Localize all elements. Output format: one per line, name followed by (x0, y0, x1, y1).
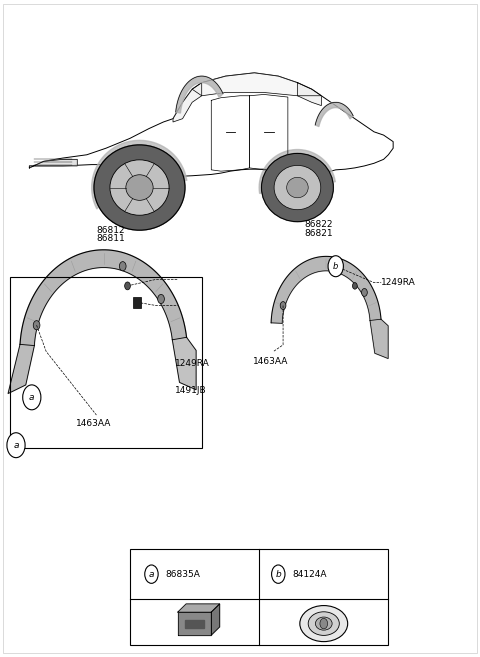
Polygon shape (92, 141, 187, 209)
Circle shape (23, 385, 41, 410)
Polygon shape (370, 319, 388, 359)
Polygon shape (185, 620, 204, 627)
Circle shape (120, 261, 126, 271)
Ellipse shape (308, 612, 339, 635)
Polygon shape (298, 83, 322, 106)
Polygon shape (211, 604, 220, 635)
Circle shape (33, 321, 40, 330)
Circle shape (352, 283, 357, 289)
Text: 86835A: 86835A (166, 570, 201, 579)
Circle shape (361, 288, 367, 296)
Ellipse shape (315, 617, 332, 630)
Polygon shape (259, 150, 335, 194)
Circle shape (272, 565, 285, 583)
Ellipse shape (300, 606, 348, 642)
Text: a: a (13, 441, 19, 449)
Polygon shape (20, 250, 187, 346)
Ellipse shape (287, 177, 308, 198)
Text: a: a (149, 570, 154, 579)
Text: 1463AA: 1463AA (76, 419, 112, 428)
Text: a: a (29, 393, 35, 402)
Bar (130, 549, 388, 645)
Circle shape (157, 294, 164, 304)
Polygon shape (29, 73, 393, 176)
Polygon shape (315, 102, 353, 127)
Polygon shape (8, 344, 35, 394)
Ellipse shape (94, 145, 185, 230)
Polygon shape (29, 160, 77, 168)
Polygon shape (178, 612, 211, 635)
Circle shape (7, 433, 25, 458)
Circle shape (328, 256, 343, 277)
Text: 1249RA: 1249RA (175, 359, 210, 368)
Circle shape (280, 302, 286, 309)
Ellipse shape (262, 154, 333, 221)
Text: 1491JB: 1491JB (175, 386, 207, 395)
Text: 86821: 86821 (305, 229, 333, 238)
Bar (133, 297, 141, 307)
Ellipse shape (126, 175, 153, 200)
Polygon shape (178, 604, 220, 612)
Text: 1249RA: 1249RA (381, 278, 416, 287)
Text: 86822: 86822 (305, 220, 333, 229)
Text: 86812: 86812 (96, 225, 125, 235)
Circle shape (125, 282, 131, 290)
Text: b: b (333, 261, 338, 271)
Polygon shape (176, 76, 223, 113)
Bar (10, 277, 202, 448)
Text: 1463AA: 1463AA (253, 357, 289, 366)
Polygon shape (173, 83, 202, 122)
Circle shape (320, 618, 327, 629)
Ellipse shape (274, 166, 321, 210)
Text: b: b (276, 570, 281, 579)
Polygon shape (271, 256, 381, 323)
Text: 86811: 86811 (96, 234, 125, 243)
Circle shape (145, 565, 158, 583)
Polygon shape (172, 337, 196, 390)
Ellipse shape (110, 160, 169, 215)
Text: 84124A: 84124A (293, 570, 327, 579)
Polygon shape (192, 73, 322, 96)
